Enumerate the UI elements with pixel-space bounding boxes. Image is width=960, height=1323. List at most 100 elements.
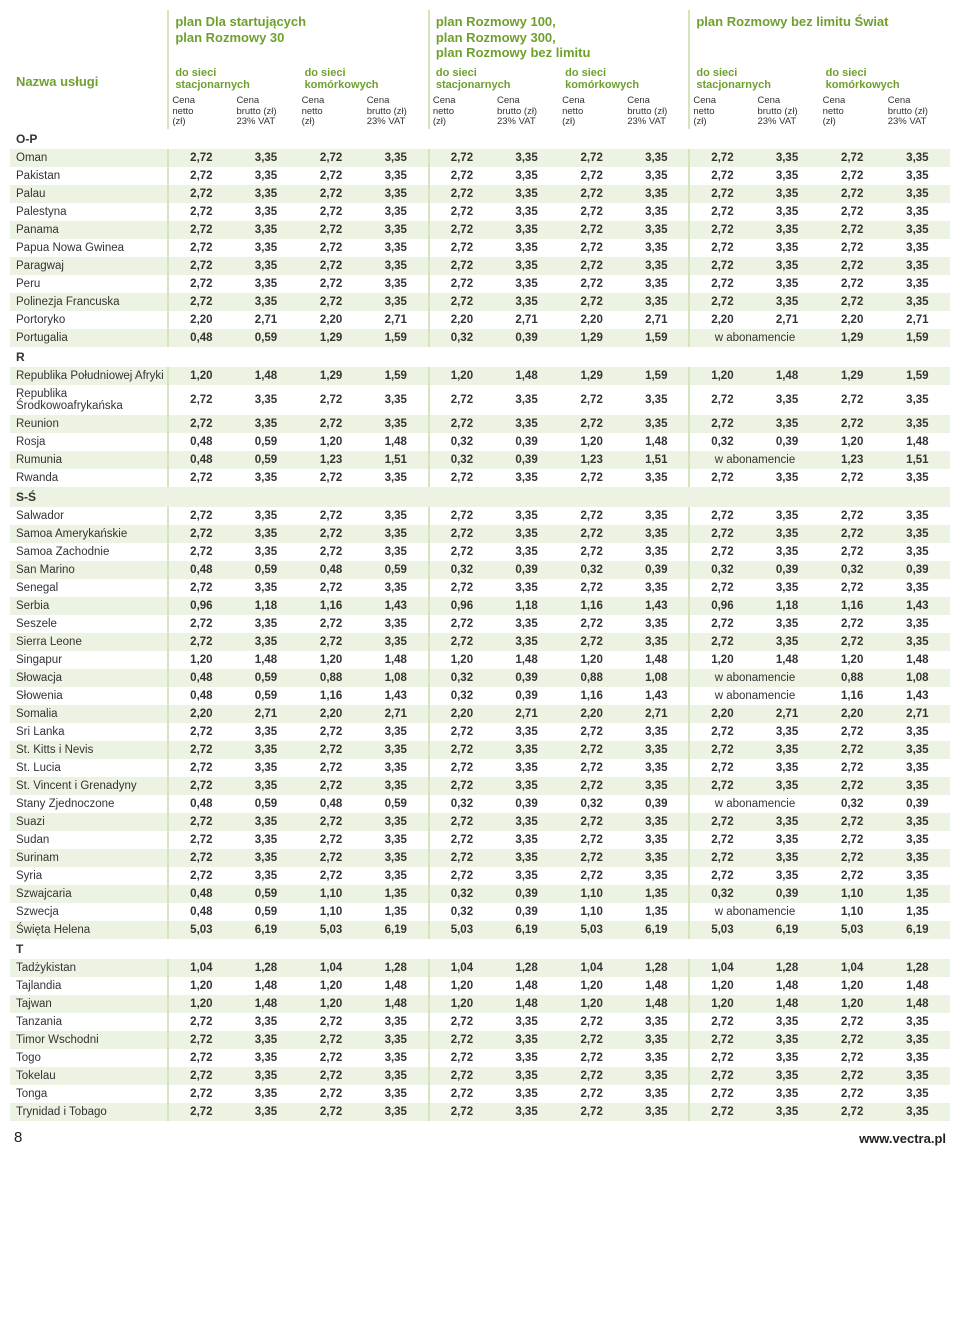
price-cell: 2,20 [299,311,364,329]
price-cell: 3,35 [494,1067,559,1085]
price-cell: 3,35 [233,507,298,525]
price-cell: 2,72 [429,759,494,777]
price-cell: 2,71 [754,705,819,723]
price-cell: 3,35 [494,1013,559,1031]
service-name: Słowenia [10,687,168,705]
page-number: 8 [14,1129,22,1146]
price-cell: 1,20 [168,995,233,1013]
table-row: Sudan2,723,352,723,352,723,352,723,352,7… [10,831,950,849]
price-cell: 3,35 [754,185,819,203]
price-cell: 2,72 [820,275,885,293]
price-cell: 1,48 [754,651,819,669]
price-cell: 3,35 [754,221,819,239]
table-row: Timor Wschodni2,723,352,723,352,723,352,… [10,1031,950,1049]
table-row: Tonga2,723,352,723,352,723,352,723,352,7… [10,1085,950,1103]
price-cell: 2,72 [820,293,885,311]
price-cell: 0,59 [233,903,298,921]
price-cell: 1,48 [754,995,819,1013]
price-cell: 3,35 [885,469,950,487]
price-cell: 3,35 [624,1049,689,1067]
price-cell: 0,59 [233,687,298,705]
price-cell: 3,35 [494,203,559,221]
price-cell: 0,39 [494,561,559,579]
price-cell: 3,35 [233,759,298,777]
service-name: Syria [10,867,168,885]
price-cell: 3,35 [624,221,689,239]
price-cell: 2,72 [820,741,885,759]
price-cell: 1,20 [559,977,624,995]
price-cell: 1,29 [820,329,885,347]
price-cell: 2,72 [689,1031,754,1049]
price-cell: 2,72 [168,385,233,415]
price-cell: 3,35 [494,777,559,795]
price-cell: 2,71 [364,311,429,329]
price-cell: 3,35 [364,385,429,415]
table-row: Papua Nowa Gwinea2,723,352,723,352,723,3… [10,239,950,257]
price-cell: 1,48 [754,977,819,995]
price-cell: 2,72 [299,221,364,239]
price-cell: 1,10 [299,885,364,903]
price-cell: 2,72 [820,543,885,561]
price-cell: 2,72 [168,1013,233,1031]
price-cell: 2,72 [429,149,494,167]
price-cell: 3,35 [494,1103,559,1121]
price-cell: 3,35 [494,385,559,415]
price-cell: 0,39 [754,561,819,579]
price-cell: 3,35 [494,239,559,257]
price-cell: 0,39 [624,561,689,579]
price-cell: 3,35 [885,293,950,311]
price-cell: 2,72 [820,239,885,257]
price-cell: 2,72 [429,239,494,257]
price-cell: 0,48 [168,329,233,347]
service-name: Peru [10,275,168,293]
price-cell: 2,72 [559,1013,624,1031]
price-cell: 1,48 [494,977,559,995]
price-cell: 3,35 [364,615,429,633]
service-name: Tadżykistan [10,959,168,977]
price-cell: 3,35 [624,293,689,311]
price-cell: 1,48 [494,367,559,385]
price-cell: 1,43 [624,687,689,705]
price-cell: 3,35 [885,579,950,597]
price-cell: 3,35 [624,469,689,487]
price-cell: 2,72 [168,415,233,433]
price-cell: 2,72 [429,615,494,633]
price-cell: 2,72 [689,867,754,885]
price-cell: 2,72 [559,221,624,239]
price-cell: 2,72 [168,525,233,543]
table-row: Rumunia0,480,591,231,510,320,391,231,51w… [10,451,950,469]
price-cell: 0,59 [233,451,298,469]
price-cell: 2,72 [689,1013,754,1031]
price-cell: 2,72 [168,239,233,257]
price-cell: 1,08 [624,669,689,687]
price-cell: 3,35 [364,1085,429,1103]
price-cell: 2,72 [299,149,364,167]
service-name: Singapur [10,651,168,669]
price-cell: 2,20 [299,705,364,723]
price-cell: 2,72 [559,1049,624,1067]
table-row: Togo2,723,352,723,352,723,352,723,352,72… [10,1049,950,1067]
price-cell: 2,72 [559,633,624,651]
price-cell: 2,72 [820,185,885,203]
footer-url: www.vectra.pl [859,1131,946,1146]
price-cell: 0,88 [299,669,364,687]
price-cell: 1,20 [299,977,364,995]
price-cell: 1,20 [689,977,754,995]
price-cell: 1,20 [429,995,494,1013]
price-cell: 2,72 [168,723,233,741]
table-row: Somalia2,202,712,202,712,202,712,202,712… [10,705,950,723]
price-cell: 2,72 [168,257,233,275]
price-cell: 3,35 [364,633,429,651]
price-cell: 2,72 [168,1067,233,1085]
price-cell: 1,43 [364,687,429,705]
price-cell: 2,72 [559,507,624,525]
price-cell: 2,71 [624,311,689,329]
price-cell: 2,72 [820,777,885,795]
price-cell: 3,35 [233,831,298,849]
price-cell: 2,72 [689,221,754,239]
price-cell: 1,18 [494,597,559,615]
price-cell: 1,20 [559,433,624,451]
price-cell: 6,19 [624,921,689,939]
price-cell: 3,35 [754,239,819,257]
service-name: Salwador [10,507,168,525]
